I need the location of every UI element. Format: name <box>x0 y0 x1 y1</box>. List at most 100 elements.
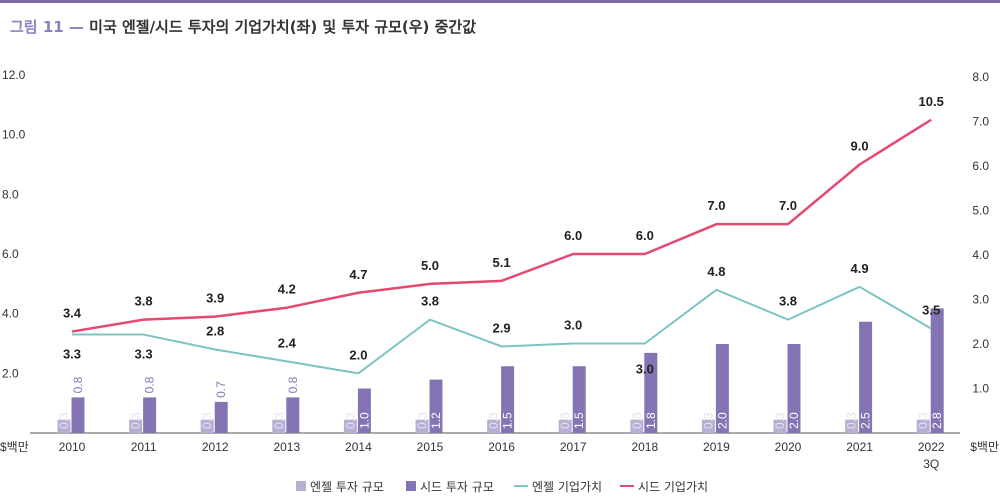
y-right-tick-label: 1.0 <box>972 382 989 396</box>
bar-angel-value-label: 0.3 <box>200 412 214 429</box>
seed-valuation-label: 4.7 <box>349 267 367 282</box>
x-tick-label: 2013 <box>273 440 300 454</box>
bar-angel-value-label: 0.3 <box>343 412 357 429</box>
bar-angel-investment <box>916 419 930 433</box>
x-tick-label: 2014 <box>345 440 372 454</box>
angel-valuation-label: 2.4 <box>278 335 297 350</box>
x-tick-label: 2015 <box>417 440 444 454</box>
chart-title: 그림 11 — 미국 엔젤/시드 투자의 기업가치(좌) 및 투자 규모(우) … <box>10 16 476 37</box>
y-right-tick-label: 4.0 <box>972 248 989 262</box>
bar-seed-value-label: 0.8 <box>71 376 85 393</box>
y-right-tick-label: 7.0 <box>972 115 989 129</box>
bar-seed-investment <box>859 321 873 433</box>
legend-item-2-label: 시드 투자 규모 <box>420 480 494 494</box>
bar-seed-value-label: 0.8 <box>286 376 300 393</box>
bar-angel-investment <box>845 419 859 433</box>
x-tick-label: 2021 <box>846 440 873 454</box>
legend-item-1-label: 엔젤 투자 규모 <box>310 480 384 494</box>
bar-seed-value-label: 0.8 <box>143 376 157 393</box>
y-right-unit-label: $백만 <box>970 440 999 454</box>
bar-angel-value-label: 0.3 <box>487 412 501 429</box>
x-tick-label: 2017 <box>560 440 587 454</box>
bar-angel-investment <box>630 419 644 433</box>
bar-seed-investment <box>501 366 515 433</box>
bar-seed-investment <box>143 397 157 433</box>
seed-valuation-label: 6.0 <box>564 228 582 243</box>
y-right-tick-label: 2.0 <box>972 337 989 351</box>
bar-angel-investment <box>701 419 715 433</box>
bar-angel-investment <box>558 419 572 433</box>
bar-angel-value-label: 0.3 <box>845 412 859 429</box>
bar-angel-value-label: 0.3 <box>630 412 644 429</box>
x-tick-label: 2018 <box>631 440 658 454</box>
bar-seed-value-label: 1.8 <box>644 412 658 429</box>
bar-seed-value-label: 1.5 <box>501 412 515 429</box>
x-tick-label: 2020 <box>775 440 802 454</box>
bar-seed-investment <box>572 366 586 433</box>
x-tick-label: 2022 3Q <box>918 440 945 471</box>
bar-angel-investment <box>272 419 286 433</box>
bar-seed-value-label: 2.5 <box>859 412 873 429</box>
bar-angel-investment <box>773 419 787 433</box>
bar-angel-value-label: 0.3 <box>701 412 715 429</box>
y-left-tick-label: 2.0 <box>2 366 19 380</box>
bar-angel-value-label: 0.3 <box>272 412 286 429</box>
angel-valuation-label: 3.3 <box>135 347 153 362</box>
angel-valuation-line <box>72 285 932 375</box>
angel-valuation-label: 4.8 <box>707 264 725 279</box>
title-text: 미국 엔젤/시드 투자의 기업가치(좌) 및 투자 규모(우) 중간값 <box>89 18 477 36</box>
angel-valuation-label: 3.8 <box>421 294 439 309</box>
seed-valuation-label: 5.1 <box>493 255 511 270</box>
bar-seed-investment <box>644 352 658 433</box>
y-left-tick-label: 10.0 <box>2 128 26 142</box>
bar-angel-investment <box>487 419 501 433</box>
bar-angel-value-label: 0.3 <box>916 412 930 429</box>
y-left-tick-label: 8.0 <box>2 187 19 201</box>
x-tick-label: 2011 <box>131 440 157 454</box>
bar-seed-value-label: 2.8 <box>930 412 944 429</box>
y-left-tick-label: 12.0 <box>2 68 26 82</box>
y-left-unit-label: $백만 <box>0 440 29 454</box>
bar-seed-value-label: 1.0 <box>357 412 371 429</box>
bar-angel-value-label: 0.3 <box>129 412 143 429</box>
seed-valuation-label: 9.0 <box>851 139 869 154</box>
y-left-tick-label: 6.0 <box>2 247 19 261</box>
bar-seed-investment <box>930 308 944 433</box>
x-tick-label: 2019 <box>703 440 730 454</box>
top-rule <box>0 0 1000 3</box>
bar-seed-investment <box>71 397 85 433</box>
x-tick-label: 2012 <box>202 440 229 454</box>
seed-valuation-line <box>71 118 932 333</box>
bar-angel-value-label: 0.3 <box>558 412 572 429</box>
y-right-tick-label: 3.0 <box>972 293 989 307</box>
bar-seed-investment <box>214 401 228 433</box>
bar-angel-investment <box>57 419 71 433</box>
angel-valuation-label: 2.8 <box>206 323 224 338</box>
angel-valuation-label: 3.0 <box>636 362 654 377</box>
figure-label: 그림 11 — <box>10 18 84 36</box>
seed-valuation-label: 3.4 <box>63 306 82 321</box>
bar-angel-value-label: 0.3 <box>773 412 787 429</box>
bar-angel-value-label: 0.3 <box>57 412 71 429</box>
seed-valuation-label: 6.0 <box>636 228 654 243</box>
y-right-tick-label: 6.0 <box>972 159 989 173</box>
bar-seed-investment <box>429 379 443 433</box>
seed-valuation-label: 3.9 <box>206 291 224 306</box>
angel-valuation-label: 3.5 <box>922 303 940 318</box>
bar-seed-investment <box>286 397 300 433</box>
legend-item-2-swatch <box>406 481 416 491</box>
legend-item-4-label: 시드 기업가치 <box>638 480 708 494</box>
angel-valuation-label: 3.3 <box>63 347 81 362</box>
seed-valuation-label: 5.0 <box>421 258 439 273</box>
x-tick-label: 2010 <box>59 440 86 454</box>
bar-seed-investment <box>787 344 801 433</box>
angel-valuation-label: 2.0 <box>349 347 367 362</box>
angel-valuation-label: 3.0 <box>564 318 582 333</box>
legend-item-1-swatch <box>296 481 306 491</box>
y-left-tick-label: 4.0 <box>2 307 19 321</box>
y-right-tick-label: 5.0 <box>972 204 989 218</box>
y-right-tick-label: 8.0 <box>972 70 989 84</box>
angel-valuation-label: 4.9 <box>851 261 869 276</box>
bar-angel-investment <box>343 419 357 433</box>
